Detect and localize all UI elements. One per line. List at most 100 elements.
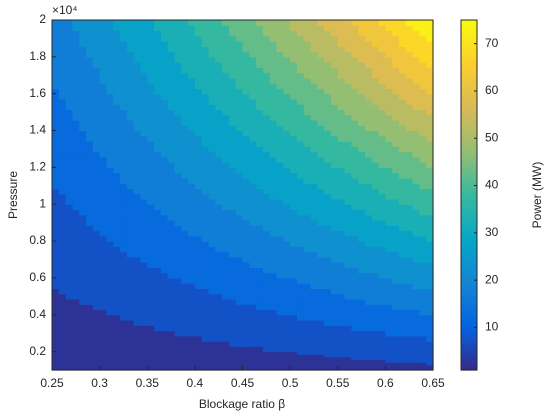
contour-cell <box>351 225 359 232</box>
contour-cell <box>174 314 182 321</box>
contour-cell <box>228 46 237 53</box>
contour-cell <box>86 351 94 355</box>
contour-cell <box>351 67 359 74</box>
contour-cell <box>290 83 298 90</box>
contour-cell <box>174 30 182 37</box>
contour-cell <box>426 130 434 137</box>
contour-cell <box>392 209 400 216</box>
contour-cell <box>269 320 278 326</box>
contour-cell <box>419 354 427 358</box>
contour-cell <box>167 293 176 300</box>
contour-cell <box>378 256 386 263</box>
contour-cell <box>147 330 155 337</box>
contour-cell <box>398 183 407 190</box>
contour-cell <box>133 354 142 358</box>
contour-cell <box>249 364 257 368</box>
contour-cell <box>147 220 155 226</box>
contour-cell <box>242 288 250 295</box>
contour-cell <box>188 356 196 361</box>
contour-cell <box>351 314 359 321</box>
contour-cell <box>99 167 108 174</box>
contour-cell <box>242 314 250 321</box>
contour-cell <box>174 130 182 137</box>
contour-cell <box>208 359 216 363</box>
contour-cell <box>283 120 291 126</box>
contour-cell <box>249 198 257 205</box>
contour-cell <box>133 56 142 63</box>
contour-cell <box>222 167 230 174</box>
contour-cell <box>154 88 162 95</box>
contour-cell <box>215 25 223 32</box>
contour-cell <box>262 214 271 221</box>
contour-cell <box>113 125 121 132</box>
contour-cell <box>283 77 291 84</box>
contour-cell <box>398 309 407 316</box>
contour-cell <box>181 156 189 163</box>
contour-cell <box>344 204 352 211</box>
contour-cell <box>92 335 101 342</box>
contour-cell <box>324 241 332 247</box>
colorbar-tick-label: 30 <box>485 225 499 239</box>
contour-cell <box>201 162 210 168</box>
contour-cell <box>351 98 359 105</box>
contour-cell <box>405 209 414 216</box>
contour-cell <box>235 209 244 216</box>
contour-cell <box>174 362 182 366</box>
contour-cell <box>113 67 121 74</box>
contour-cell <box>378 288 386 295</box>
contour-cell <box>358 98 366 105</box>
contour-cell <box>405 359 414 363</box>
contour-cell <box>147 41 155 47</box>
contour-cell <box>249 167 257 174</box>
contour-cell <box>147 20 155 26</box>
contour-cell <box>269 209 278 216</box>
contour-cell <box>392 214 400 221</box>
contour-cell <box>242 35 250 42</box>
contour-cell <box>344 235 352 242</box>
contour-cell <box>167 241 176 247</box>
contour-cell <box>188 256 196 263</box>
contour-cell <box>371 167 380 174</box>
contour-cell <box>378 220 386 226</box>
contour-cell <box>310 141 318 147</box>
contour-cell <box>412 262 420 268</box>
contour-cell <box>290 272 298 279</box>
contour-cell <box>79 364 87 368</box>
contour-cell <box>228 346 237 353</box>
contour-cell <box>310 288 318 295</box>
contour-cell <box>337 188 346 195</box>
contour-cell <box>317 35 325 42</box>
contour-cell <box>106 359 114 363</box>
contour-cell <box>58 320 67 326</box>
contour-cell <box>249 188 257 195</box>
contour-cell <box>419 198 427 205</box>
contour-cell <box>290 88 298 95</box>
contour-cell <box>330 77 339 84</box>
contour-cell <box>405 177 414 184</box>
contour-cell <box>160 167 169 174</box>
contour-cell <box>262 41 271 47</box>
contour-cell <box>188 56 196 63</box>
contour-cell <box>167 367 176 371</box>
contour-cell <box>269 288 278 295</box>
contour-cell <box>256 241 264 247</box>
contour-cell <box>371 35 380 42</box>
contour-cell <box>215 256 223 263</box>
contour-cell <box>330 351 339 355</box>
contour-cell <box>92 46 101 53</box>
contour-cell <box>419 125 427 132</box>
contour-cell <box>371 109 380 116</box>
contour-cell <box>392 120 400 126</box>
contour-cell <box>52 298 60 305</box>
contour-cell <box>92 341 101 347</box>
contour-cell <box>86 162 94 168</box>
contour-cell <box>72 220 80 226</box>
contour-cell <box>228 193 237 200</box>
contour-cell <box>140 241 148 247</box>
contour-cell <box>215 93 223 100</box>
contour-cell <box>405 51 414 58</box>
contour-cell <box>358 283 366 290</box>
contour-cell <box>337 272 346 279</box>
contour-cell <box>324 367 332 371</box>
contour-cell <box>147 241 155 247</box>
